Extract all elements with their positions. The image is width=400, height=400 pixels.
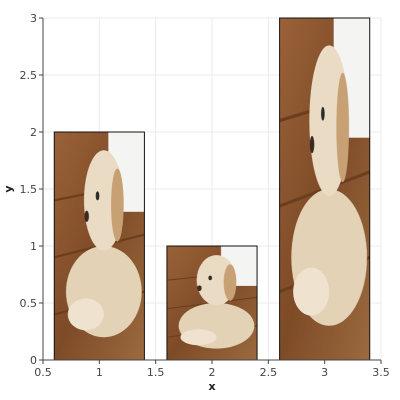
bar — [54, 132, 145, 360]
bar — [166, 246, 258, 360]
y-tick-label: 0.5 — [20, 297, 38, 310]
y-tick-label: 1 — [30, 240, 37, 253]
x-axis-label: x — [208, 380, 215, 393]
y-tick-label: 1.5 — [20, 183, 38, 196]
y-tick-label: 2 — [30, 126, 37, 139]
y-axis-label: y — [2, 185, 15, 192]
bars — [53, 17, 371, 361]
x-tick-label: 2 — [209, 366, 216, 379]
x-tick-label: 1 — [96, 366, 103, 379]
x-tick-label: 2.5 — [260, 366, 278, 379]
y-tick-label: 3 — [30, 12, 37, 25]
x-tick-label: 3 — [321, 366, 328, 379]
y-tick-label: 0 — [30, 354, 37, 367]
bar — [279, 18, 370, 360]
x-tick-label: 1.5 — [147, 366, 165, 379]
ticks: 0.5 1 1.5 2 2.5 3 3.500.511.522.53 — [20, 12, 390, 379]
x-tick-label: 0.5 — [34, 366, 52, 379]
x-tick-label: 3.5 — [372, 366, 390, 379]
y-tick-label: 2.5 — [20, 69, 38, 82]
